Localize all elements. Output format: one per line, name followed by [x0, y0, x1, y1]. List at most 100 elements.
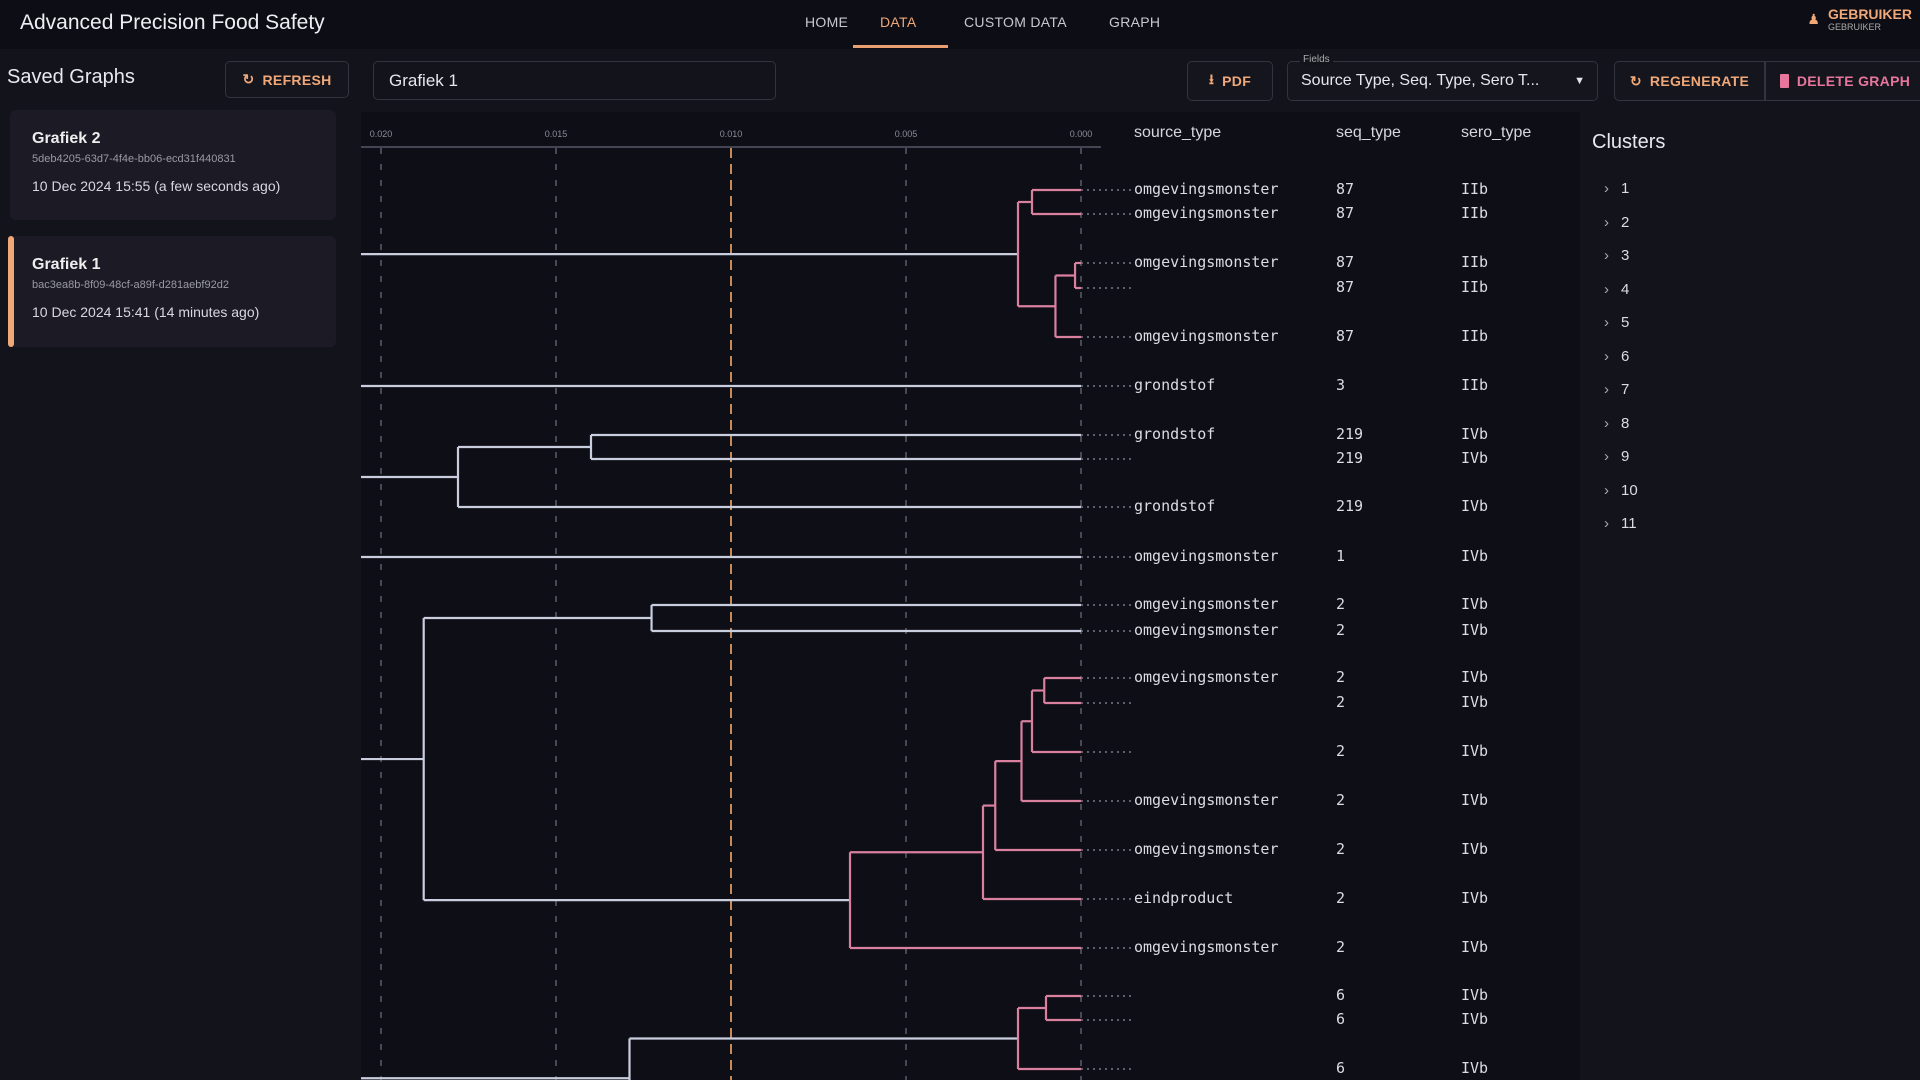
chevron-right-icon: › [1604, 381, 1609, 398]
nav-custom-data[interactable]: CUSTOM DATA [964, 14, 1067, 30]
delete-label: DELETE GRAPH [1796, 73, 1911, 89]
source-type-cell: omgevingsmonster [1134, 621, 1279, 639]
seq-type-cell: 87 [1336, 278, 1355, 296]
cluster-item[interactable]: › 8 [1604, 415, 1629, 432]
chevron-right-icon: › [1604, 448, 1609, 465]
seq-type-cell: 6 [1336, 1010, 1346, 1028]
download-icon: ⭳ [1208, 71, 1215, 87]
sero-type-cell: IIb [1461, 376, 1489, 394]
cluster-label: 11 [1621, 515, 1637, 532]
cluster-item[interactable]: › 4 [1604, 281, 1629, 298]
refresh-label: REFRESH [262, 71, 332, 88]
source-type-cell: eindproduct [1134, 889, 1234, 907]
source-type-cell: omgevingsmonster [1134, 938, 1279, 956]
chevron-right-icon: › [1604, 314, 1609, 331]
seq-type-cell: 1 [1336, 547, 1346, 565]
cluster-item[interactable]: › 3 [1604, 247, 1629, 264]
seq-type-cell: 3 [1336, 376, 1346, 394]
sero-type-cell: IVb [1461, 986, 1489, 1004]
nav-home[interactable]: HOME [805, 14, 849, 30]
chevron-right-icon: › [1604, 213, 1609, 231]
user-menu[interactable]: ♟ GEBRUIKER GEBRUIKER [1807, 6, 1912, 32]
seq-type-cell: 6 [1336, 1059, 1346, 1077]
sero-type-cell: IVb [1461, 547, 1489, 565]
dendrogram-panel: 0.020 0.015 0.010 0.005 0.000 [361, 112, 1580, 1080]
graph-date: 10 Dec 2024 15:55 (a few seconds ago) [32, 178, 281, 194]
nav-data[interactable]: DATA [880, 14, 917, 30]
sero-type-cell: IVb [1461, 742, 1489, 760]
source-type-cell: omgevingsmonster [1134, 327, 1279, 345]
column-header-sero-type: sero_type [1461, 124, 1532, 141]
graph-name: Grafiek 2 [32, 130, 101, 147]
pdf-button[interactable]: ⭳ PDF [1187, 61, 1273, 101]
cluster-item[interactable]: › 10 [1604, 482, 1638, 499]
source-type-cell: omgevingsmonster [1134, 840, 1279, 858]
seq-type-cell: 87 [1336, 204, 1355, 222]
graph-name-input[interactable] [373, 61, 776, 100]
cluster-item[interactable]: › 9 [1604, 448, 1629, 465]
nav-graph[interactable]: GRAPH [1109, 14, 1161, 30]
refresh-icon: ↻ [1629, 72, 1642, 89]
chevron-right-icon: › [1604, 180, 1609, 197]
axis-tick-label: 0.000 [1070, 129, 1093, 139]
seq-type-cell: 2 [1336, 693, 1346, 711]
cluster-label: 6 [1621, 347, 1630, 365]
seq-type-cell: 2 [1336, 938, 1346, 956]
user-name: GEBRUIKER [1827, 6, 1912, 22]
seq-type-cell: 87 [1336, 180, 1355, 198]
axis-tick-label: 0.010 [720, 129, 743, 139]
sero-type-cell: IVb [1461, 1059, 1489, 1077]
sero-type-cell: IVb [1461, 595, 1489, 613]
fields-value: Source Type, Seq. Type, Sero T... [1301, 72, 1540, 89]
cluster-item[interactable]: › 7 [1604, 381, 1629, 398]
sero-type-cell: IVb [1461, 449, 1489, 467]
source-type-cell: omgevingsmonster [1134, 204, 1279, 222]
user-icon: ♟ [1807, 10, 1820, 27]
cluster-label: 10 [1621, 481, 1638, 499]
refresh-icon: ↻ [242, 71, 255, 87]
cluster-label: 9 [1621, 448, 1630, 465]
cluster-label: 3 [1621, 247, 1630, 264]
dendrogram-chart: 0.020 0.015 0.010 0.005 0.000 [361, 129, 1133, 1080]
chevron-right-icon: › [1604, 481, 1609, 499]
sero-type-cell: IVb [1461, 840, 1489, 858]
sero-type-cell: IIb [1461, 327, 1489, 345]
sero-type-cell: IVb [1461, 621, 1489, 639]
source-type-cell: omgevingsmonster [1134, 595, 1279, 613]
selected-indicator [8, 236, 14, 347]
saved-graph-item-selected[interactable]: Grafiek 1 bac3ea8b-8f09-48cf-a89f-d281ae… [10, 236, 336, 347]
cluster-item[interactable]: › 11 [1604, 515, 1637, 532]
seq-type-cell: 6 [1336, 986, 1346, 1004]
saved-graph-item[interactable]: Grafiek 2 5deb4205-63d7-4f4e-bb06-ecd31f… [10, 110, 336, 220]
sero-type-cell: IVb [1461, 791, 1489, 809]
graph-id: 5deb4205-63d7-4f4e-bb06-ecd31f440831 [32, 153, 236, 165]
chevron-right-icon: › [1604, 247, 1609, 264]
fields-select[interactable]: Fields Source Type, Seq. Type, Sero T...… [1287, 54, 1598, 101]
column-header-seq-type: seq_type [1336, 124, 1401, 141]
axis-tick-label: 0.015 [545, 129, 568, 139]
cluster-label: 4 [1621, 280, 1630, 298]
seq-type-cell: 2 [1336, 668, 1346, 686]
cluster-item[interactable]: › 6 [1604, 348, 1629, 365]
delete-graph-button[interactable]: DELETE GRAPH [1765, 61, 1920, 101]
seq-type-cell: 87 [1336, 253, 1355, 271]
refresh-button[interactable]: ↻ REFRESH [225, 61, 349, 98]
sero-type-cell: IVb [1461, 693, 1489, 711]
cluster-item[interactable]: › 1 [1604, 180, 1629, 197]
cluster-item[interactable]: › 5 [1604, 314, 1629, 331]
sero-type-cell: IVb [1461, 889, 1489, 907]
fields-label: Fields [1300, 54, 1333, 65]
trash-icon [1779, 74, 1789, 88]
pdf-label: PDF [1222, 73, 1252, 89]
column-header-source-type: source_type [1134, 124, 1222, 141]
cluster-item[interactable]: › 2 [1604, 214, 1629, 231]
sero-type-cell: IVb [1461, 1010, 1489, 1028]
regenerate-button[interactable]: ↻ REGENERATE [1614, 61, 1765, 101]
app-title: Advanced Precision Food Safety [20, 11, 325, 34]
seq-type-cell: 2 [1336, 840, 1346, 858]
chevron-right-icon: › [1604, 347, 1609, 365]
sero-type-cell: IIb [1461, 278, 1489, 296]
clusters-title: Clusters [1592, 131, 1666, 153]
cluster-label: 2 [1621, 213, 1630, 231]
seq-type-cell: 219 [1336, 449, 1364, 467]
